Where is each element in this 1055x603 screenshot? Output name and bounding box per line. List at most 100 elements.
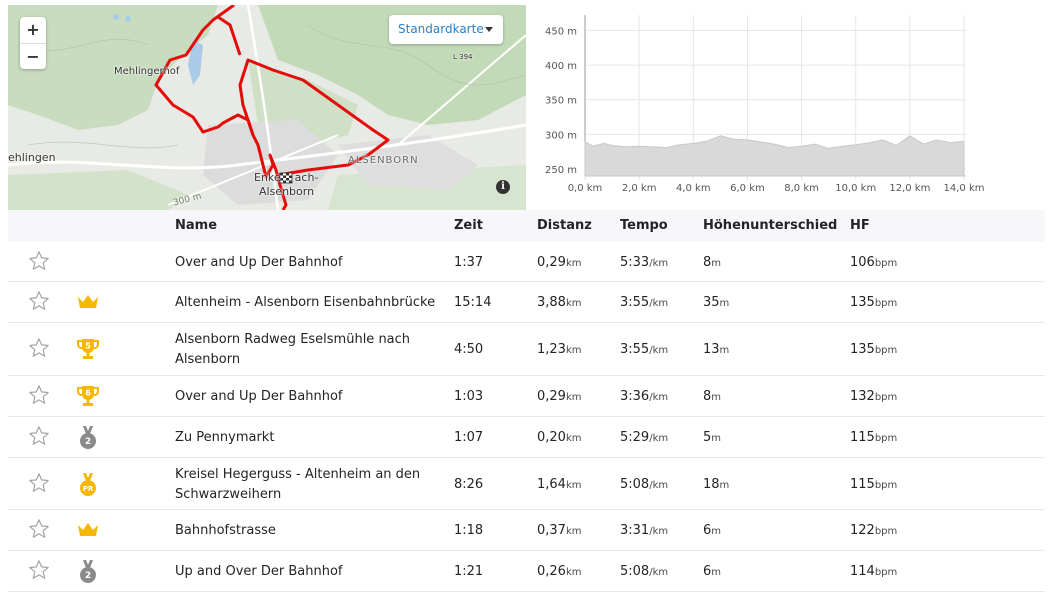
segment-name-link[interactable]: Alsenborn Radweg Eselsmühle nach Alsenbor… xyxy=(175,330,445,370)
star-outline-icon[interactable] xyxy=(28,290,50,312)
table-body: Over and Up Der Bahnhof 1:37 0,29km 5:33… xyxy=(8,242,1045,592)
segment-time: 8:26 xyxy=(454,476,484,492)
segment-name-link[interactable]: Over and Up Der Bahnhof xyxy=(175,253,445,273)
segment-name-line-1: Alsenborn Radweg Eselsmühle nach xyxy=(175,332,411,347)
table-row[interactable]: 5 Alsenborn Radweg Eselsmühle nach Alsenb… xyxy=(8,323,1045,376)
table-row[interactable]: Over and Up Der Bahnhof 1:37 0,29km 5:33… xyxy=(8,242,1045,282)
map-label-enkenbach: Enke ach- xyxy=(254,171,319,184)
trophy-icon: 5 xyxy=(76,337,100,361)
heart-rate-value: 132 xyxy=(850,389,875,404)
pace-unit: /km xyxy=(649,567,669,578)
distance-value: 0,26 xyxy=(537,564,566,579)
distance-unit: km xyxy=(565,526,582,537)
segment-name-link[interactable]: Bahnhofstrasse xyxy=(175,521,445,541)
pace-value: 3:31 xyxy=(620,523,650,538)
x-tick-label: 10,0 km xyxy=(835,183,876,194)
segments-table: Name Zeit Distanz Tempo Höhenunterschied… xyxy=(8,210,1045,592)
segment-name-link[interactable]: Up and Over Der Bahnhof xyxy=(175,562,445,582)
distance-unit: km xyxy=(565,257,582,269)
pr-medal-icon: PR xyxy=(76,472,100,496)
elevation-unit: m xyxy=(719,298,730,309)
distance-value: 1,64 xyxy=(537,476,566,492)
segment-heart-rate: 114bpm xyxy=(850,562,897,583)
table-row[interactable]: 2 Zu Pennymarkt 1:07 0,20km 5:29/km 5m 1… xyxy=(8,417,1045,458)
star-outline-icon[interactable] xyxy=(28,250,50,272)
elevation-unit: m xyxy=(719,345,730,356)
segment-name-link[interactable]: Altenheim - Alsenborn Eisenbahnbrücke xyxy=(175,293,445,313)
elevation-chart[interactable]: 250 m 300 m 350 m 400 m 450 m 0,0 km 2,0 km 4,0… xyxy=(527,5,1055,210)
y-tick-label: 450 m xyxy=(545,26,577,37)
distance-unit: km xyxy=(565,345,582,356)
route-line xyxy=(238,58,390,177)
map-type-label: Standardkarte xyxy=(398,22,484,36)
table-row[interactable]: Bahnhofstrasse 1:18 0,37km 3:31/km 6m 12… xyxy=(8,510,1045,551)
elevation-unit: m xyxy=(711,392,722,403)
table-row[interactable]: Altenheim - Alsenborn Eisenbahnbrücke 15… xyxy=(8,282,1045,323)
pace-unit: /km xyxy=(649,526,669,537)
segment-name-link[interactable]: Zu Pennymarkt xyxy=(175,428,445,448)
segment-name-link[interactable]: Kreisel Hegerguss - Altenheim an den Schw… xyxy=(175,465,445,505)
segment-pace: 5:08/km xyxy=(620,475,668,496)
segment-elevation: 8m xyxy=(703,387,721,408)
column-header-hf[interactable]: HF xyxy=(850,218,870,233)
column-header-zeit[interactable]: Zeit xyxy=(454,218,483,233)
info-icon[interactable]: i xyxy=(496,180,510,194)
star-outline-icon[interactable] xyxy=(28,337,50,359)
x-tick-label: 14,0 km xyxy=(944,183,985,194)
column-header-distanz[interactable]: Distanz xyxy=(537,218,592,233)
pace-value: 3:55 xyxy=(620,295,650,310)
segment-name-line-1: Over and Up Der Bahnhof xyxy=(175,389,343,404)
segment-name-line-1: Over and Up Der Bahnhof xyxy=(175,254,343,270)
star-outline-icon[interactable] xyxy=(28,425,50,447)
x-tick-label: 4,0 km xyxy=(676,183,711,194)
segment-heart-rate: 132bpm xyxy=(850,387,897,408)
segment-elevation: 6m xyxy=(703,521,721,542)
star-outline-icon[interactable] xyxy=(28,559,50,581)
segment-distance: 1,64km xyxy=(537,475,582,496)
svg-text:2: 2 xyxy=(85,437,91,447)
segment-name-line-2: Alsenborn xyxy=(175,352,241,367)
segment-heart-rate: 135bpm xyxy=(850,293,897,314)
table-row[interactable]: PR Kreisel Hegerguss - Altenheim an den S… xyxy=(8,458,1045,510)
segment-elevation: 5m xyxy=(703,428,721,449)
pace-value: 5:08 xyxy=(620,564,650,579)
segment-name-line-2: Schwarzweihern xyxy=(175,487,282,502)
star-outline-icon[interactable] xyxy=(28,518,50,540)
heart-rate-unit: bpm xyxy=(874,567,898,578)
segment-heart-rate: 106bpm xyxy=(850,253,897,274)
segment-distance: 0,29km xyxy=(537,253,582,274)
map-label-alsenborn: ALSENBORN xyxy=(348,155,419,166)
segment-time: 1:18 xyxy=(454,523,484,538)
segment-elevation: 8m xyxy=(703,253,721,274)
heart-rate-value: 115 xyxy=(850,430,875,445)
distance-value: 3,88 xyxy=(537,295,566,310)
svg-text:2: 2 xyxy=(85,571,91,581)
pace-unit: /km xyxy=(649,479,669,491)
segment-time: 15:14 xyxy=(454,295,492,310)
segment-elevation: 13m xyxy=(703,340,729,361)
zoom-out-button[interactable]: − xyxy=(26,47,40,66)
zoom-in-button[interactable]: + xyxy=(20,17,46,44)
y-tick-label: 300 m xyxy=(545,130,577,141)
heart-rate-value: 122 xyxy=(850,523,875,538)
heart-rate-unit: bpm xyxy=(874,257,898,269)
map-type-dropdown[interactable]: Standardkarte xyxy=(389,15,503,44)
segment-map[interactable]: Mehlingerhof ehlingen ALSENBORN Enke ach… xyxy=(8,5,526,210)
pace-unit: /km xyxy=(649,257,669,269)
distance-unit: km xyxy=(565,392,582,403)
star-outline-icon[interactable] xyxy=(28,384,50,406)
column-header-tempo[interactable]: Tempo xyxy=(620,218,668,233)
pace-unit: /km xyxy=(649,392,669,403)
heart-rate-value: 135 xyxy=(850,295,875,310)
column-header-hoehe[interactable]: Höhenunterschied xyxy=(703,218,838,233)
segment-name-link[interactable]: Over and Up Der Bahnhof xyxy=(175,387,445,407)
column-header-name[interactable]: Name xyxy=(175,218,218,233)
segment-time: 1:03 xyxy=(454,389,484,404)
elevation-unit: m xyxy=(711,433,722,444)
segment-heart-rate: 135bpm xyxy=(850,340,897,361)
table-row[interactable]: 6 Over and Up Der Bahnhof 1:03 0,29km 3:… xyxy=(8,376,1045,417)
table-row[interactable]: 2 Up and Over Der Bahnhof 1:21 0,26km 5:… xyxy=(8,551,1045,592)
y-tick-label: 400 m xyxy=(545,61,577,72)
segment-name-line-1: Bahnhofstrasse xyxy=(175,523,276,538)
star-outline-icon[interactable] xyxy=(28,472,50,494)
